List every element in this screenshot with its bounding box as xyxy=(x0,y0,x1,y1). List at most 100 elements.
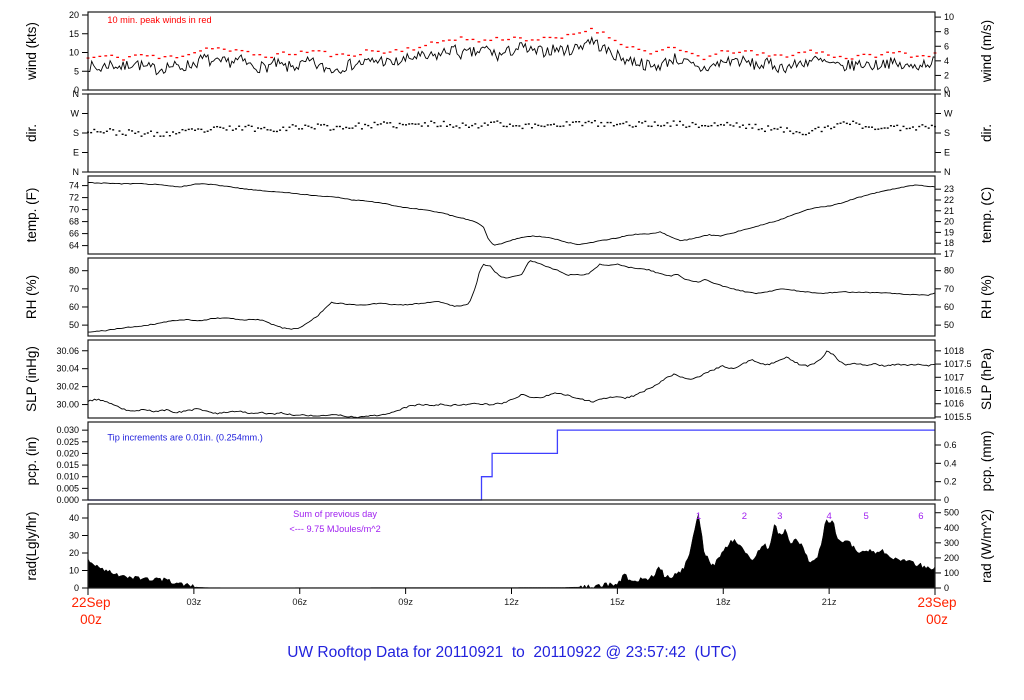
rh-right-tick: 80 xyxy=(944,266,954,276)
wind-right-tick: 4 xyxy=(944,56,949,66)
rad-cumulative-marker: 4 xyxy=(826,511,831,522)
rad-cumulative-marker: 6 xyxy=(918,511,923,522)
rad-right-tick: 200 xyxy=(944,553,959,563)
slp-left-axis-title: SLP (inHg) xyxy=(24,346,39,412)
temp-right-axis-title: temp. (C) xyxy=(979,187,994,243)
slp-left-tick: 30.04 xyxy=(56,364,79,374)
temp-left-tick: 66 xyxy=(69,229,79,239)
wind-right-tick: 2 xyxy=(944,70,949,80)
slp-right-axis-title: SLP (hPa) xyxy=(979,348,994,410)
rh-left-tick: 70 xyxy=(69,284,79,294)
slp-right-tick: 1015.5 xyxy=(944,412,972,422)
panel-rh: 50 60 70 80 50 60 70 80 RH (%) RH (%) xyxy=(24,257,994,337)
series-wind-direction xyxy=(87,120,936,137)
temp-right-tick: 18 xyxy=(944,238,954,248)
wind-right-tick: 6 xyxy=(944,41,949,51)
wind-panel-border xyxy=(87,11,936,91)
x-tick-label: 06z xyxy=(292,597,307,607)
slp-left-tick: 30.00 xyxy=(56,400,79,410)
panel-wind: 0 5 10 15 20 0 2 4 6 8 10 wind (kts) wind (m/s) 10 mi… xyxy=(24,10,994,95)
rad-left-tick: 0 xyxy=(74,583,79,593)
dir-left-axis-title: dir. xyxy=(24,124,39,142)
x-start-date-line2: 00z xyxy=(80,612,102,627)
slp-right-tick: 1016.5 xyxy=(944,386,972,396)
x-tick-label: 09z xyxy=(398,597,413,607)
wind-annotation-0: 10 min. peak winds in red xyxy=(107,15,211,25)
wind-left-tick: 20 xyxy=(69,10,79,20)
rh-left-tick: 50 xyxy=(69,320,79,330)
temp-left-tick: 64 xyxy=(69,241,79,251)
temp-right-tick: 17 xyxy=(944,249,954,259)
slp-right-tick: 1016 xyxy=(944,399,964,409)
slp-right-tick: 1017 xyxy=(944,372,964,382)
temp-right-tick: 21 xyxy=(944,206,954,216)
panel-slp: 30.00 30.02 30.04 30.06 1015.5 1016 1016.5 1017… xyxy=(24,339,994,422)
rad-right-tick: 100 xyxy=(944,568,959,578)
rad-left-tick: 10 xyxy=(69,566,79,576)
wind-left-tick: 10 xyxy=(69,48,79,58)
rh-left-tick: 60 xyxy=(69,302,79,312)
series-sea-level-pressure xyxy=(87,350,936,419)
temp-left-tick: 70 xyxy=(69,205,79,215)
wind-right-axis-title: wind (m/s) xyxy=(979,20,994,83)
pcp-right-tick: 0 xyxy=(944,495,949,505)
dir-right-tick: N xyxy=(944,167,951,177)
rad-left-tick: 40 xyxy=(69,513,79,523)
pcp-left-tick: 0.025 xyxy=(56,437,79,447)
x-end-date-label: 23Sep 00z xyxy=(902,594,972,628)
series-relative-humidity xyxy=(88,260,936,333)
dir-panel-border xyxy=(87,93,936,173)
series-peak-wind-10min xyxy=(86,27,937,61)
pcp-right-tick: 0.2 xyxy=(944,477,957,487)
pcp-left-tick: 0.015 xyxy=(56,460,79,470)
series-temperature xyxy=(87,181,936,246)
series-wind-speed xyxy=(88,35,936,76)
rad-right-tick: 300 xyxy=(944,538,959,548)
dir-right-axis-title: dir. xyxy=(979,124,994,142)
rh-right-tick: 50 xyxy=(944,320,954,330)
temp-right-tick: 22 xyxy=(944,195,954,205)
rh-right-axis-title: RH (%) xyxy=(979,275,994,319)
x-tick-label: 18z xyxy=(716,597,731,607)
pcp-panel-border xyxy=(87,421,936,501)
rad-cumulative-marker: 2 xyxy=(742,511,747,522)
rad-right-axis-title: rad (W/m^2) xyxy=(979,509,994,583)
slp-left-tick: 30.06 xyxy=(56,346,79,356)
slp-right-tick: 1017.5 xyxy=(944,359,972,369)
dir-right-tick: W xyxy=(944,109,953,119)
wind-left-tick: 0 xyxy=(74,85,79,95)
dir-left-tick: W xyxy=(71,109,80,119)
slp-left-tick: 30.02 xyxy=(56,382,79,392)
rad-left-tick: 30 xyxy=(69,531,79,541)
temp-left-tick: 74 xyxy=(69,181,79,191)
temp-right-tick: 19 xyxy=(944,227,954,237)
rad-cumulative-marker: 5 xyxy=(864,511,869,522)
dir-right-tick: N xyxy=(944,89,951,99)
rad-left-tick: 20 xyxy=(69,548,79,558)
dir-left-tick: N xyxy=(73,89,80,99)
temp-left-tick: 72 xyxy=(69,193,79,203)
wind-right-tick: 8 xyxy=(944,27,949,37)
series-solar-radiation xyxy=(87,514,936,589)
wind-left-tick: 5 xyxy=(74,66,79,76)
pcp-right-axis-title: pcp. (mm) xyxy=(979,431,994,492)
rad-annotation-0: Sum of previous day xyxy=(293,509,377,519)
pcp-left-tick: 0.000 xyxy=(56,495,79,505)
rad-right-tick: 0 xyxy=(944,583,949,593)
pcp-left-tick: 0.030 xyxy=(56,425,79,435)
rad-annotation-1: <--- 9.75 MJoules/m^2 xyxy=(289,524,380,534)
chart-title: UW Rooftop Data for 20110921 to 20110922… xyxy=(287,644,737,661)
dir-left-tick: N xyxy=(73,167,80,177)
temp-panel-border xyxy=(87,175,936,255)
pcp-left-tick: 0.020 xyxy=(56,448,79,458)
rh-right-tick: 60 xyxy=(944,302,954,312)
wind-left-axis-title: wind (kts) xyxy=(24,22,39,81)
rad-right-tick: 400 xyxy=(944,523,959,533)
pcp-left-tick: 0.010 xyxy=(56,472,79,482)
pcp-right-tick: 0.6 xyxy=(944,440,957,450)
